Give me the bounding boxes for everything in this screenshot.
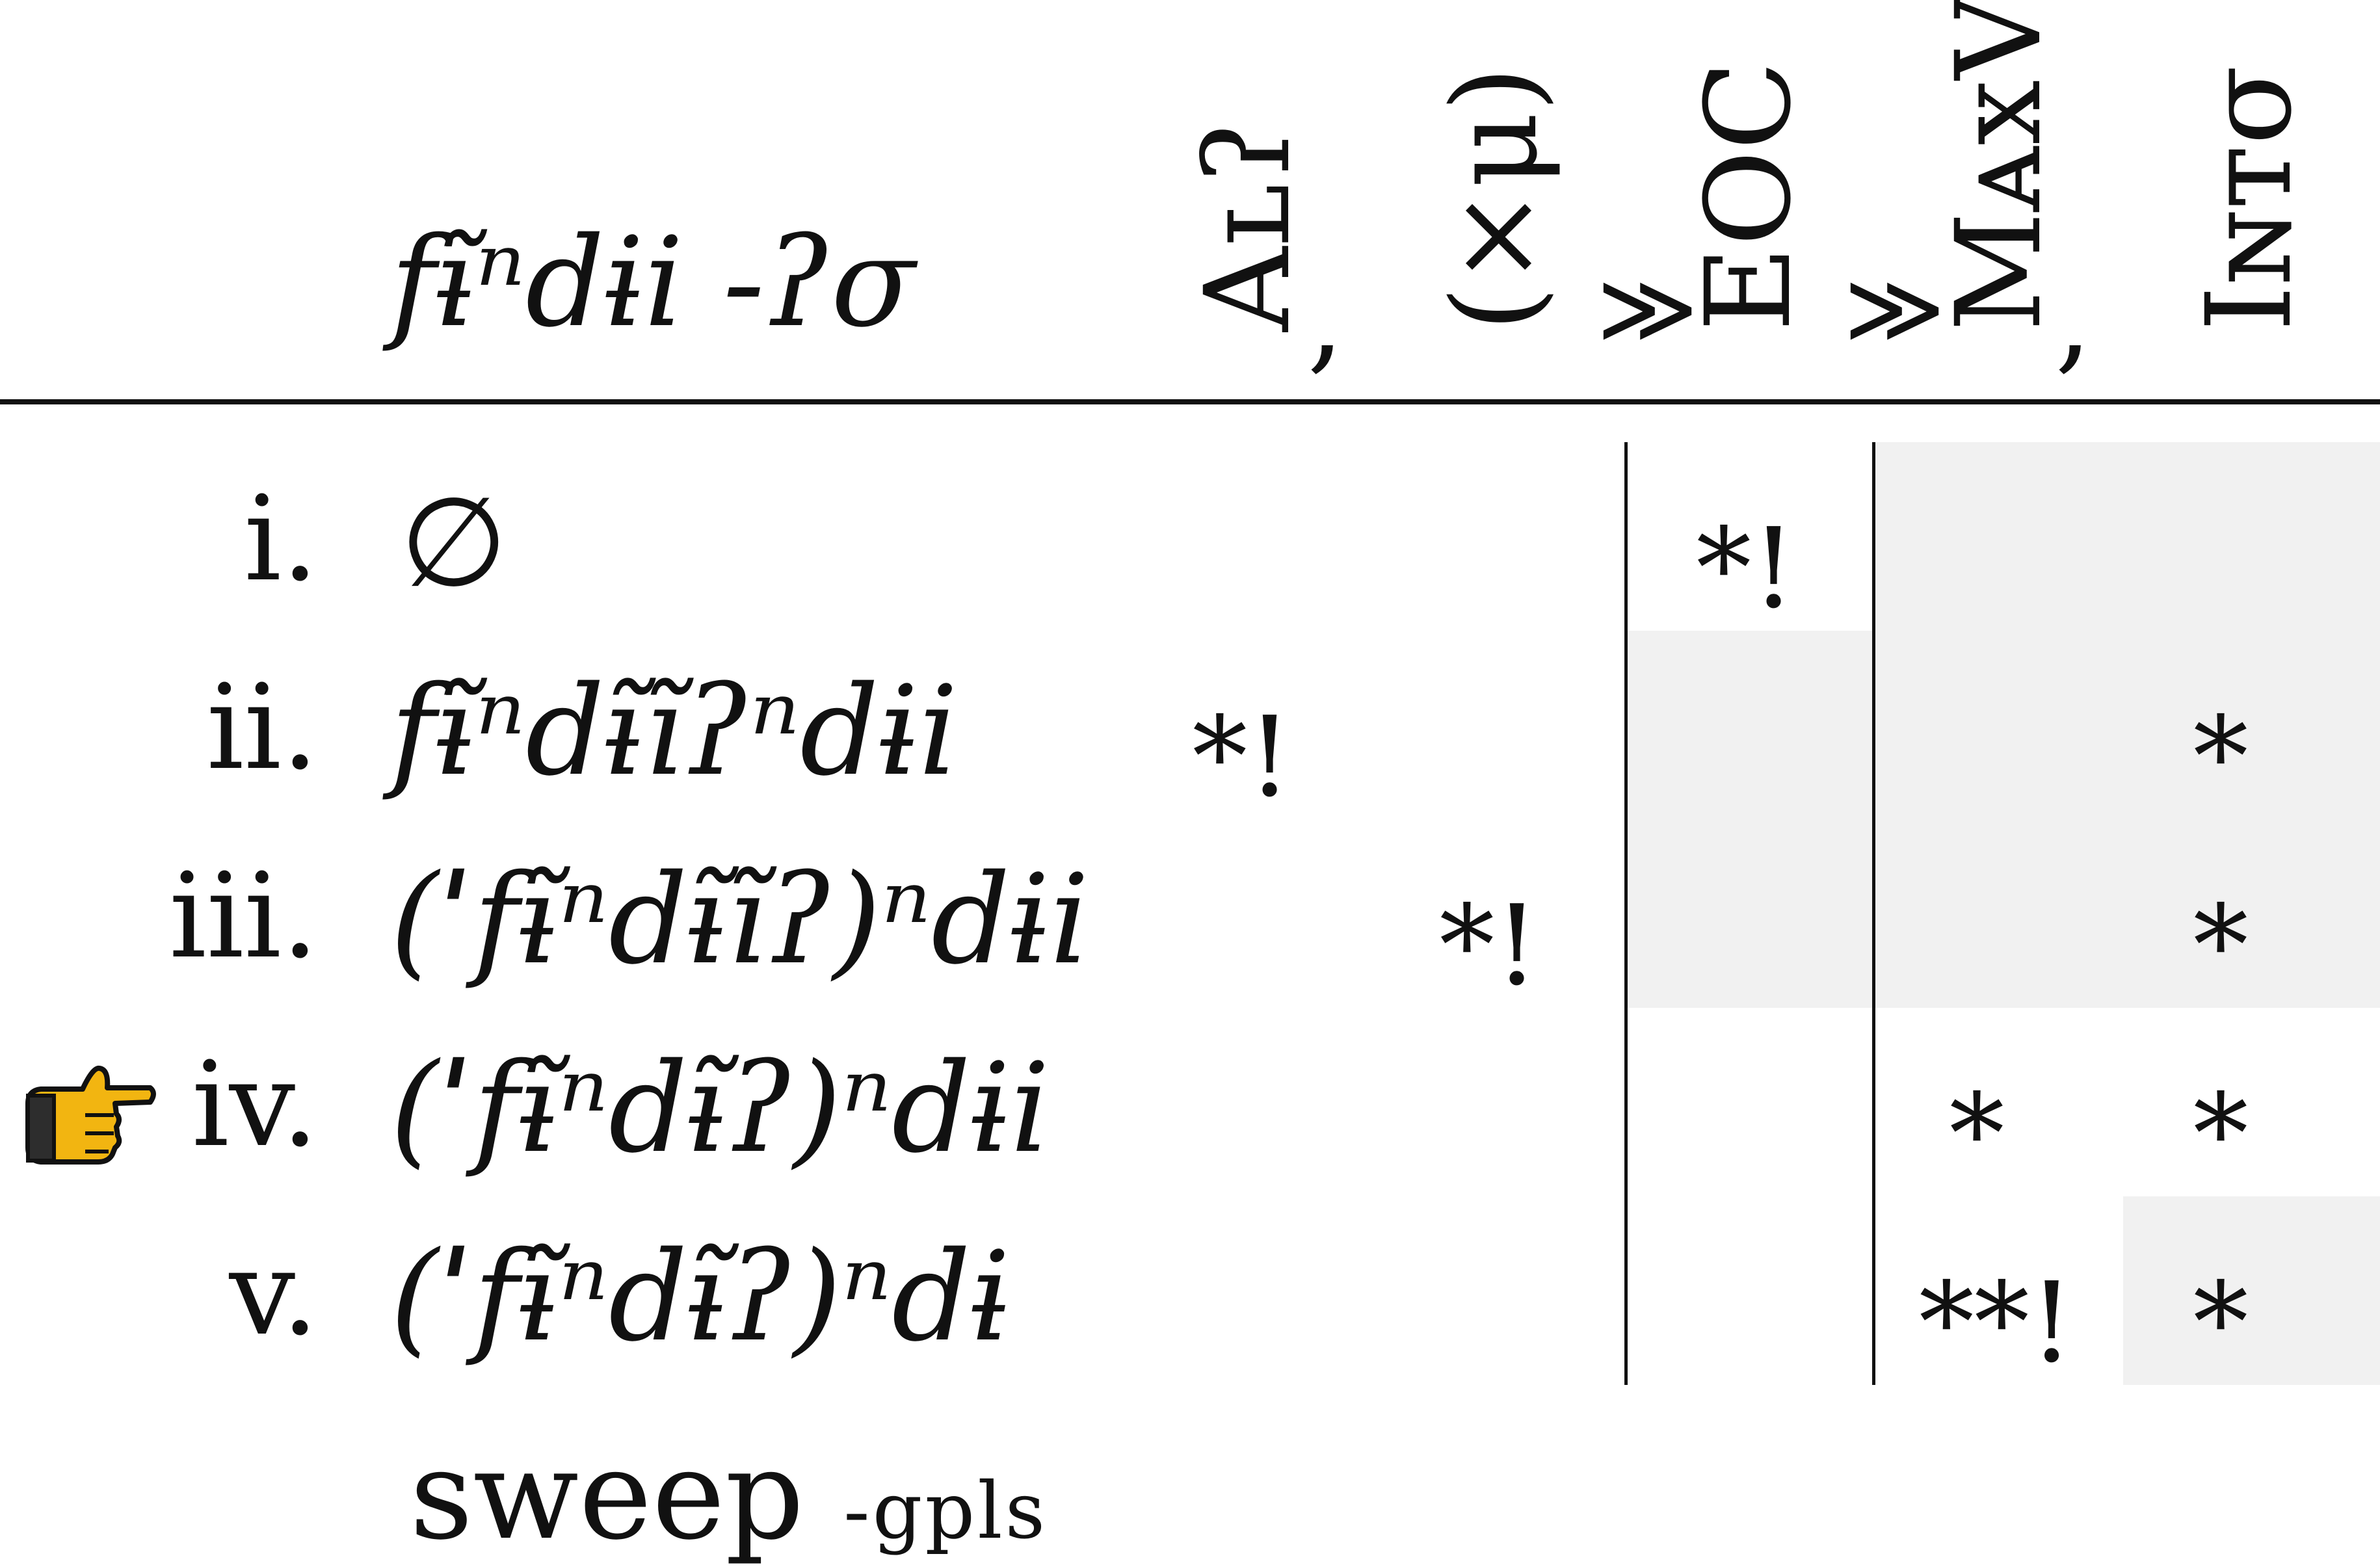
candidate-number: i. [244, 471, 319, 607]
constraint-sep-2: ≫ [1596, 252, 1699, 365]
header-rule [0, 399, 2380, 404]
tableau-input: fɨ̃ⁿdɨi -ʔσ [390, 211, 916, 354]
candidate-form: ∅ [400, 471, 508, 614]
constraint-sep-4: , [2055, 250, 2093, 386]
gloss-label: -gpls [843, 1466, 1048, 1557]
violation-mark: * [1949, 1070, 2005, 1199]
candidate-number: iii. [169, 849, 319, 984]
constraint-sep-3: ≫ [1844, 252, 1946, 365]
violation-mark: * [2193, 882, 2249, 1010]
constraint-header-eoc: EOC [1681, 60, 1817, 332]
candidate-form: (ˈfɨ̃ⁿdɨ̃ʔ)ⁿdɨ [390, 1225, 1011, 1369]
constraint-sep-1: , [1307, 250, 1345, 386]
candidate-form: fɨ̃ⁿdɨ̃ĩʔⁿdɨi [390, 659, 959, 803]
violation-mark: * [2193, 1070, 2249, 1199]
candidate-number: iv. [191, 1037, 319, 1173]
constraint-header-mora: (×μ) [1427, 66, 1563, 332]
violation-mark: *! [1439, 882, 1539, 1010]
constraint-header-int: Iɴᴛσ [2182, 65, 2318, 332]
constraint-header-maxv: MᴀxV [1931, 0, 2067, 332]
shade-int-row5 [2123, 1196, 2380, 1385]
column-divider-eoc [1624, 442, 1628, 1385]
candidate-form: (ˈfɨ̃ⁿdɨ̃ĩʔ)ⁿdɨi [390, 848, 1090, 992]
column-divider-maxv [1872, 442, 1875, 1385]
constraint-header-alq: Aʟʔ [1180, 120, 1316, 332]
gloss-word: sweep [410, 1423, 804, 1567]
shade-maxv-row1 [1873, 442, 2380, 631]
violation-mark: *! [1696, 505, 1796, 633]
violation-mark: *! [1192, 693, 1292, 822]
pointing-hand-icon [25, 1065, 156, 1165]
candidate-form: (ˈfɨ̃ⁿdɨ̃ʔ)ⁿdɨi [390, 1036, 1050, 1180]
violation-mark: **! [1918, 1259, 2074, 1388]
shade-eoc-rows2-3 [1626, 631, 2380, 1008]
candidate-number: v. [229, 1226, 319, 1362]
candidate-number: ii. [206, 660, 319, 796]
tableau-gloss: sweep -gpls [410, 1434, 1048, 1557]
violation-mark: * [2193, 693, 2249, 822]
violation-mark: * [2193, 1259, 2249, 1388]
